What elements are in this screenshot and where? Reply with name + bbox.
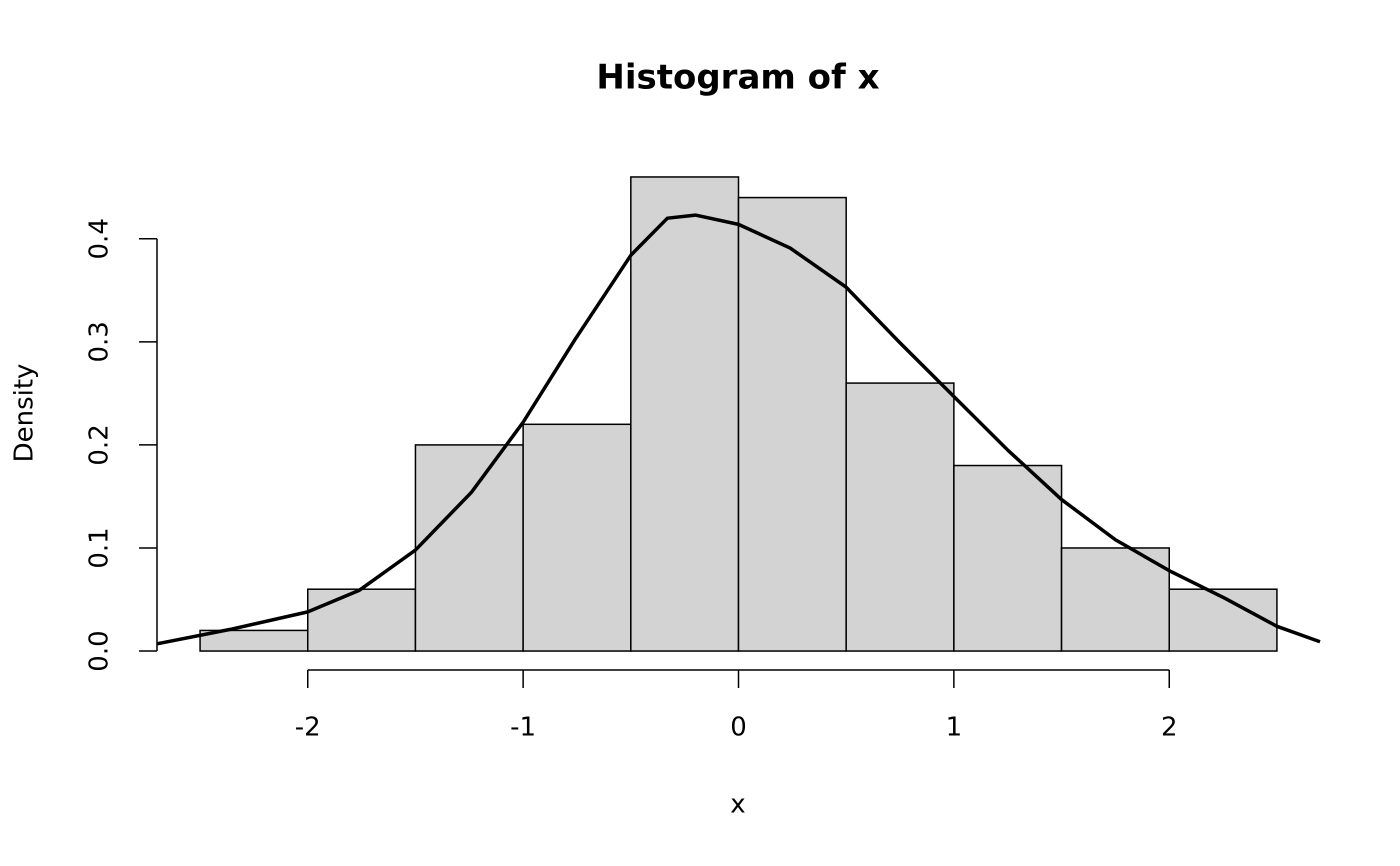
x-tick-label: -1 xyxy=(510,713,536,743)
bar xyxy=(953,464,1063,652)
y-tick-label: 0.3 xyxy=(85,321,115,362)
x-axis-label: x xyxy=(730,790,745,820)
x-tick-label: 1 xyxy=(946,713,963,743)
bar xyxy=(845,382,955,652)
bar xyxy=(1168,588,1278,652)
y-tick-label: 0.4 xyxy=(85,218,115,259)
bar xyxy=(522,423,632,652)
y-tick-label: 0.1 xyxy=(85,527,115,568)
chart-title: Histogram of x xyxy=(596,58,879,98)
x-tick-label: 2 xyxy=(1161,713,1178,743)
bar xyxy=(1060,547,1170,652)
y-tick-label: 0.2 xyxy=(85,424,115,465)
x-tick-label: -2 xyxy=(295,713,321,743)
bar xyxy=(630,176,740,652)
y-axis-label: Density xyxy=(10,364,40,463)
bar xyxy=(737,196,847,652)
density-line xyxy=(156,213,1321,646)
bar xyxy=(307,588,417,652)
bar xyxy=(414,444,524,652)
y-tick-label: 0.0 xyxy=(85,630,115,671)
x-tick-label: 0 xyxy=(730,713,747,743)
